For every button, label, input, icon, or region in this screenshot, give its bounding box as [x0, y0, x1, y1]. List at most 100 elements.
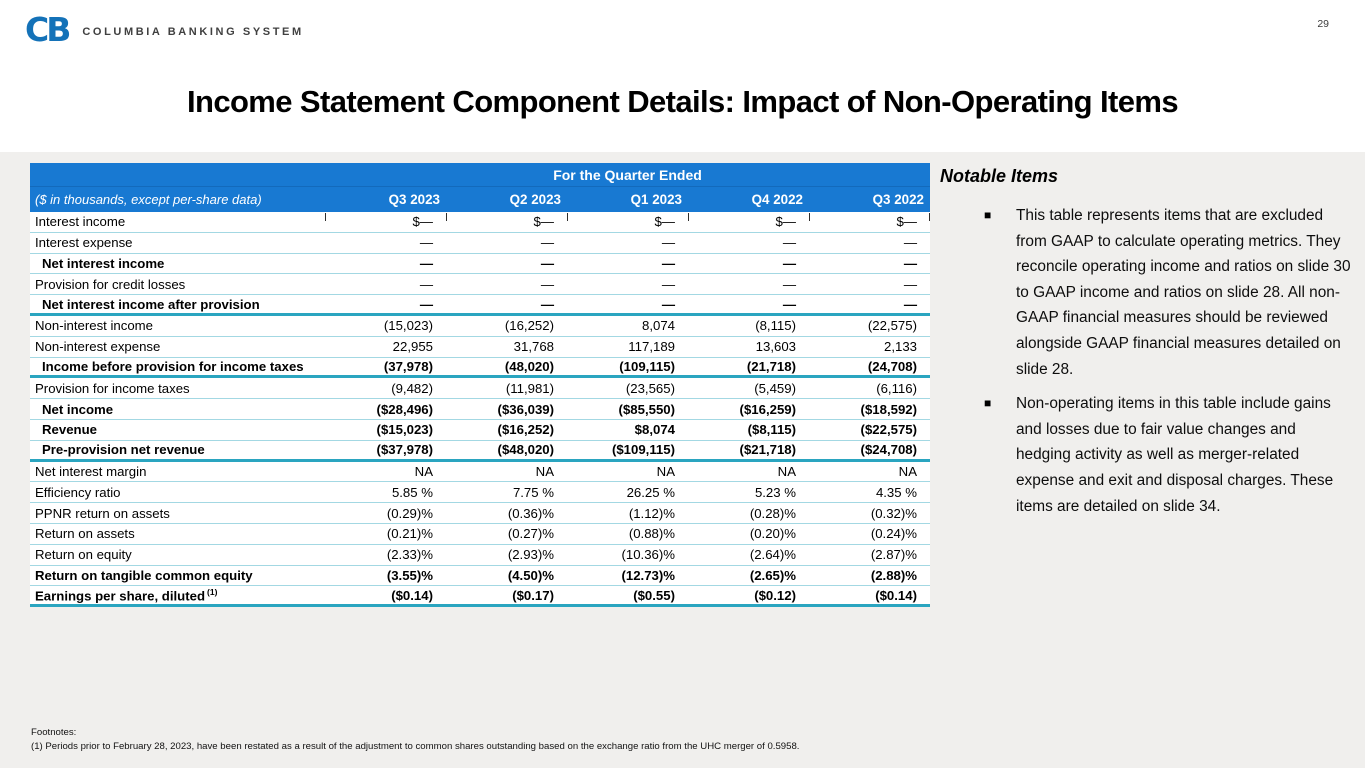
row-label: Return on equity	[35, 547, 132, 563]
columbia-banking-logo-icon: CB	[25, 10, 71, 49]
cell-value: —	[419, 296, 433, 312]
cell-value: (8,115)	[755, 318, 796, 334]
cell-value: (0.24)%	[870, 526, 917, 542]
table-row: Net income ($28,496) ($36,039) ($85,550) ($1…	[30, 399, 930, 420]
cell-value: ($109,115)	[611, 442, 675, 458]
row-label: Net income	[42, 401, 114, 417]
row-label: Earnings per share, diluted (1)	[35, 587, 218, 604]
cell-value: 31,768	[513, 339, 554, 355]
notable-items-title: Notable Items	[940, 166, 1059, 186]
bullet-square-icon: ■	[984, 396, 992, 411]
row-label: Efficiency ratio	[35, 484, 121, 500]
cell-value: (6,116)	[876, 380, 917, 396]
cell-value: —	[661, 255, 675, 271]
cell-value: —	[903, 235, 917, 251]
cell-value: NA	[414, 463, 433, 479]
cell-value: (11,981)	[505, 380, 554, 396]
cell-value: (23,565)	[625, 380, 675, 396]
cell-value: ($36,039)	[497, 401, 554, 417]
cell-value: ($15,023)	[376, 422, 433, 438]
cell-value: (3.55)%	[386, 567, 433, 583]
cell-value: —	[661, 296, 675, 312]
table-row: Interest income $— $— $— $— $—	[30, 212, 930, 233]
cell-value: —	[782, 276, 796, 292]
row-label: Return on tangible common equity	[35, 567, 253, 583]
row-label: Pre-provision net revenue	[42, 442, 205, 458]
income-statement-table: For the Quarter Ended ($ in thousands, e…	[30, 163, 930, 608]
table-row: Efficiency ratio 5.85 % 7.75 % 26.25 % 5.23 …	[30, 482, 930, 504]
cell-value: (0.36)%	[507, 505, 554, 521]
cell-value: $—	[809, 213, 930, 229]
column-header: Q1 2023	[630, 192, 682, 207]
cell-value: —	[903, 255, 917, 271]
cell-value: —	[903, 296, 917, 312]
table-row: Net interest income — — — — —	[30, 253, 930, 275]
cell-value: —	[419, 276, 433, 292]
cell-value: 26.25 %	[626, 484, 675, 500]
row-label: Return on assets	[35, 526, 135, 542]
cell-value: ($21,718)	[739, 442, 796, 458]
cell-value: ($16,252)	[497, 422, 554, 438]
cell-value: (0.32)%	[870, 505, 917, 521]
cell-value: (37,978)	[383, 358, 433, 374]
cell-value: —	[903, 276, 917, 292]
page-number: 29	[1317, 18, 1329, 30]
cell-value: $—	[325, 213, 446, 229]
footnote-line: (1) Periods prior to February 28, 2023, …	[31, 740, 800, 752]
table-row: Income before provision for income taxes…	[30, 357, 930, 379]
cell-value: ($0.55)	[633, 587, 675, 603]
cell-value: (15,023)	[383, 318, 433, 334]
cell-value: 117,189	[628, 339, 675, 355]
cell-value: NA	[656, 463, 675, 479]
cell-value: 5.23 %	[754, 484, 796, 500]
cell-value: (2.64)%	[749, 547, 796, 563]
cell-value: —	[661, 235, 675, 251]
cell-value: ($0.12)	[754, 587, 796, 603]
cell-value: (0.29)%	[386, 505, 433, 521]
cell-value: ($48,020)	[497, 442, 554, 458]
cell-value: (16,252)	[504, 318, 554, 334]
cell-value: (0.88)%	[628, 526, 675, 542]
cell-value: (2.87)%	[870, 547, 917, 563]
cell-value: (48,020)	[504, 358, 554, 374]
cell-value: (1.12)%	[628, 505, 675, 521]
cell-value: —	[419, 255, 433, 271]
cell-value: (109,115)	[619, 358, 675, 374]
cell-value: —	[540, 255, 554, 271]
table-row: Earnings per share, diluted (1) ($0.14) ($0…	[30, 586, 930, 608]
table-row: Non-interest expense 22,955 31,768 117,189 1…	[30, 336, 930, 358]
table-row: Net interest margin NA NA NA NA NA	[30, 461, 930, 483]
cell-value: 5.85 %	[391, 484, 433, 500]
notable-bullet: ■ This table represents items that are ex…	[940, 203, 1364, 382]
table-column-headers: ($ in thousands, except per-share data) …	[30, 187, 930, 212]
cell-value: ($0.14)	[391, 587, 433, 603]
bullet-square-icon: ■	[984, 208, 992, 222]
notable-items-panel: Notable Items ■ This table represents ite…	[940, 166, 1364, 528]
cell-value: NA	[777, 463, 796, 479]
cell-value: (10.36)%	[621, 547, 675, 563]
cell-value: 7.75 %	[512, 484, 554, 500]
cell-value: (2.65)%	[749, 567, 796, 583]
column-header: Q4 2022	[751, 192, 803, 207]
cell-value: (0.20)%	[749, 526, 796, 542]
cell-value: (5,459)	[754, 380, 796, 396]
cell-value: (22,575)	[867, 318, 917, 334]
brand-name: COLUMBIA BANKING SYSTEM	[82, 25, 304, 38]
cell-value: (4.50)%	[507, 567, 554, 583]
cell-value: ($16,259)	[739, 401, 796, 417]
cell-value: 4.35 %	[875, 484, 917, 500]
notable-bullets: ■ This table represents items that are ex…	[940, 203, 1364, 519]
cell-value: (2.93)%	[507, 547, 554, 563]
row-label: Revenue	[42, 422, 97, 438]
cell-value: —	[540, 296, 554, 312]
table-row: Provision for credit losses — — — — —	[30, 274, 930, 296]
cell-value: —	[419, 235, 433, 251]
table-row: Revenue ($15,023) ($16,252) $8,074 ($8,115) (…	[30, 419, 930, 441]
row-label: PPNR return on assets	[35, 505, 170, 521]
table-row: Interest expense — — — — —	[30, 232, 930, 254]
cell-value: —	[540, 276, 554, 292]
brand-header: CB COLUMBIA BANKING SYSTEM	[25, 10, 304, 49]
cell-value: ($0.14)	[875, 587, 917, 603]
cell-value: $—	[688, 213, 809, 229]
table-row: Non-interest income (15,023) (16,252) 8,074…	[30, 315, 930, 337]
